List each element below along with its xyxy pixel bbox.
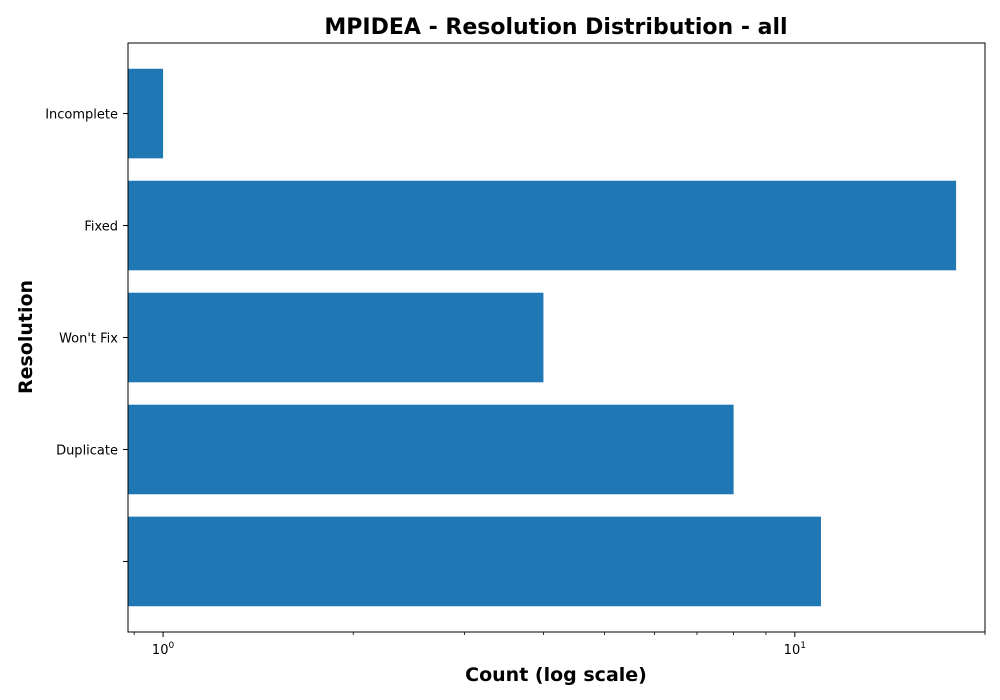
y-axis-label: Resolution [15,280,37,394]
bar-incomplete [128,68,164,159]
x-axis-label: Count (log scale) [465,664,647,686]
bar-won-t-fix [128,292,544,383]
y-tick-label: Fixed [84,220,118,235]
bar-blank [128,516,821,607]
bar-duplicate [128,404,734,495]
bars-layer [128,68,957,607]
x-tick-label: 101 [784,641,806,658]
x-tick-label: 100 [152,641,175,658]
axes-layer: Duplicate Won't Fix Fixed Incomplete 100 101 [45,42,986,658]
bar-fixed [128,180,957,271]
y-tick-label: Duplicate [56,443,118,458]
chart-title: MPIDEA - Resolution Distribution - all [324,15,787,40]
y-tick-label: Incomplete [45,108,118,123]
y-tick-label: Won't Fix [59,332,118,347]
